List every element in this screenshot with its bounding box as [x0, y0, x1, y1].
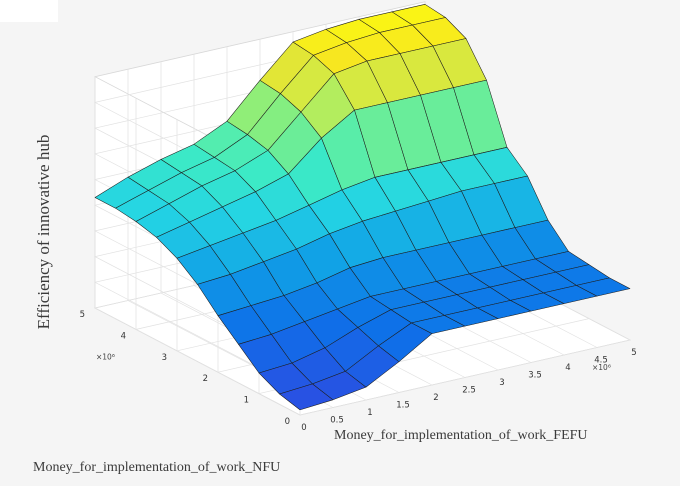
- x-tick-label: 4: [565, 363, 570, 373]
- y-tick-label: 2: [203, 374, 208, 384]
- surface-mesh: [94, 4, 631, 411]
- y-tick-label: 4: [121, 331, 126, 341]
- y-tick-label: 3: [162, 353, 167, 363]
- surface-cell: [576, 277, 631, 297]
- y-tick-label: 1: [244, 396, 249, 406]
- x-tick-label: 3: [499, 378, 504, 388]
- x-multiplier: ×10⁶: [592, 363, 611, 372]
- z-axis-label: Efficiency of innovative hub: [34, 134, 53, 330]
- y-tick-label: 0: [285, 417, 290, 427]
- x-tick-label: 2.5: [462, 386, 476, 396]
- x-tick-label: 0: [301, 423, 306, 433]
- y-multiplier: ×10⁶: [96, 352, 115, 361]
- x-axis-label: Money_for_implementation_of_work_FEFU: [334, 428, 588, 443]
- y-axis-label: Money_for_implementation_of_work_NFU: [33, 460, 281, 475]
- y-tick-label: 5: [80, 310, 85, 320]
- x-tick-label: 1.5: [396, 401, 410, 411]
- x-tick-label: 0.5: [330, 416, 344, 426]
- x-tick-label: 5: [631, 348, 636, 358]
- x-tick-label: 4.5: [594, 356, 608, 366]
- figure-corner: [0, 0, 58, 22]
- x-tick-label: 3.5: [528, 371, 542, 381]
- x-tick-label: 2: [433, 393, 438, 403]
- x-tick-label: 1: [367, 408, 372, 418]
